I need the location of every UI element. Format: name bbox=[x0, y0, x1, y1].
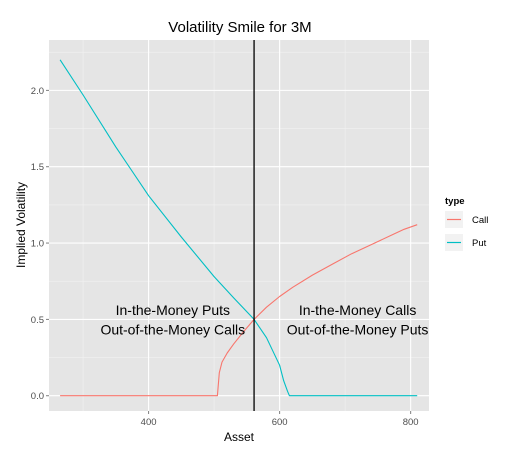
y-tick-label: 0.0 bbox=[31, 391, 44, 402]
annotation-text: Out-of-the-Money Calls bbox=[100, 322, 245, 338]
y-axis-ticks: 0.0 0.5 1.0 1.5 2.0 bbox=[31, 86, 49, 402]
annotation-layer: In-the-Money Puts Out-of-the-Money Calls I… bbox=[100, 302, 428, 338]
legend-title: type bbox=[445, 196, 465, 207]
series-line-put bbox=[59, 59, 418, 397]
y-axis-title: Implied Volatility bbox=[14, 182, 28, 268]
x-axis-ticks: 400 600 800 bbox=[141, 411, 419, 428]
y-tick-label: 1.0 bbox=[31, 239, 44, 250]
x-tick-label: 600 bbox=[272, 417, 288, 428]
x-tick-label: 800 bbox=[403, 417, 419, 428]
y-tick-label: 2.0 bbox=[31, 86, 44, 97]
annotation-text: Out-of-the-Money Puts bbox=[287, 322, 429, 338]
y-tick-label: 0.5 bbox=[31, 315, 44, 326]
legend-label-call: Call bbox=[472, 215, 488, 226]
annotation-text: In-the-Money Puts bbox=[116, 302, 230, 318]
minor-grid bbox=[49, 40, 429, 411]
y-tick-label: 1.5 bbox=[31, 162, 44, 173]
annotation-text: In-the-Money Calls bbox=[299, 302, 417, 318]
x-tick-label: 400 bbox=[141, 417, 157, 428]
plot-panel bbox=[49, 40, 429, 411]
series-line-call bbox=[60, 224, 418, 397]
chart-title: Volatility Smile for 3M bbox=[168, 19, 311, 36]
series-layer bbox=[59, 59, 418, 397]
legend: type Call Put bbox=[445, 196, 488, 251]
legend-label-put: Put bbox=[472, 238, 487, 249]
x-axis-title: Asset bbox=[224, 430, 255, 444]
